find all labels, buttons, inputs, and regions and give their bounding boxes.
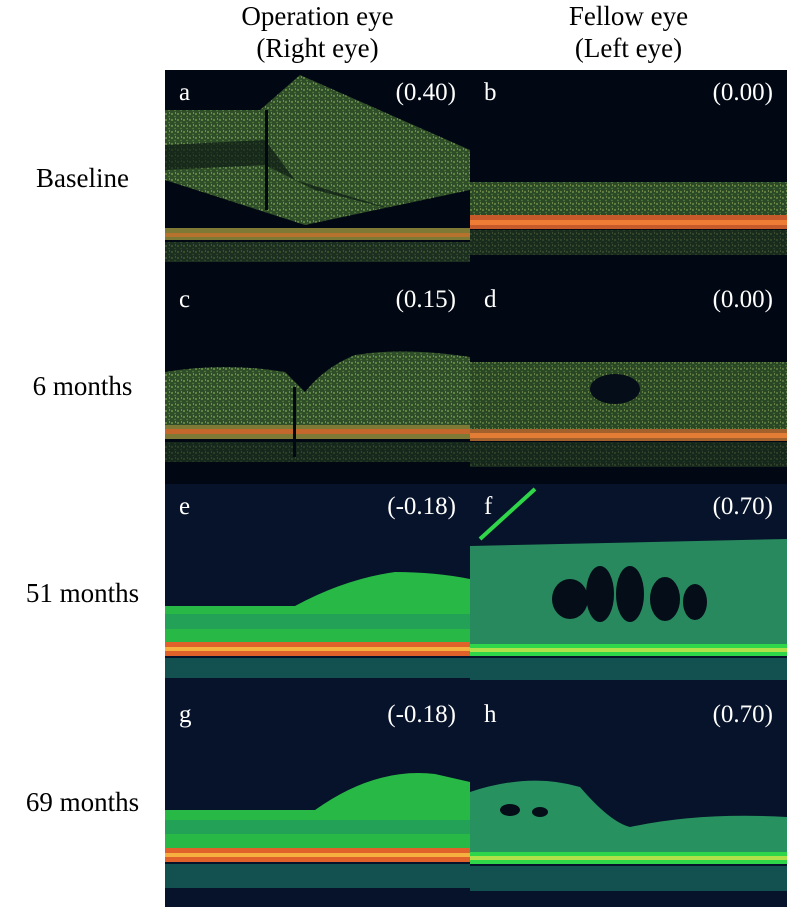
oct-scan-image [470,484,787,692]
panel-letter: h [484,701,497,728]
oct-panel-e: e (-0.18) [165,484,470,692]
column-header-operation-eye: Operation eye (Right eye) [165,0,470,66]
visual-acuity-value: (0.70) [712,493,773,520]
visual-acuity-value: (0.00) [712,286,773,313]
oct-panel-b: b (0.00) [470,70,787,277]
visual-acuity-value: (0.00) [712,79,773,106]
oct-scan-image [470,182,787,255]
row-label-6-months: 6 months [32,371,133,401]
panel-letter: c [179,286,191,313]
panel-letter: d [484,286,497,313]
panel-letter: b [484,79,497,106]
column-title: Fellow eye [568,1,689,31]
oct-scan-image [470,362,787,467]
oct-panel-c: c (0.15) [165,277,470,484]
row-label-baseline: Baseline [36,163,129,193]
panel-letter: f [484,493,493,520]
oct-scan-image [165,692,470,907]
row-label-69-months: 69 months [25,787,140,817]
oct-panel-a: a (0.40) [165,70,470,277]
oct-scan-image [165,351,470,462]
column-subtitle: (Left eye) [574,33,683,63]
column-header-fellow-eye: Fellow eye (Left eye) [470,0,787,66]
visual-acuity-value: (-0.18) [387,701,456,728]
oct-scan-image [165,484,470,692]
oct-panel-h: h (0.70) [470,692,787,907]
row-label-51-months: 51 months [25,578,140,608]
visual-acuity-value: (-0.18) [387,493,456,520]
column-subtitle: (Right eye) [256,33,379,63]
oct-panel-g: g (-0.18) [165,692,470,907]
oct-scan-image [470,692,787,907]
visual-acuity-value: (0.15) [395,286,456,313]
panel-letter: a [179,79,191,106]
oct-panel-d: d (0.00) [470,277,787,484]
oct-panel-f: f (0.70) [470,484,787,692]
oct-scan-image [165,75,470,262]
panel-letter: g [179,701,192,728]
visual-acuity-value: (0.70) [712,701,773,728]
panel-letter: e [179,493,191,520]
visual-acuity-value: (0.40) [395,79,456,106]
column-title: Operation eye [241,1,394,31]
